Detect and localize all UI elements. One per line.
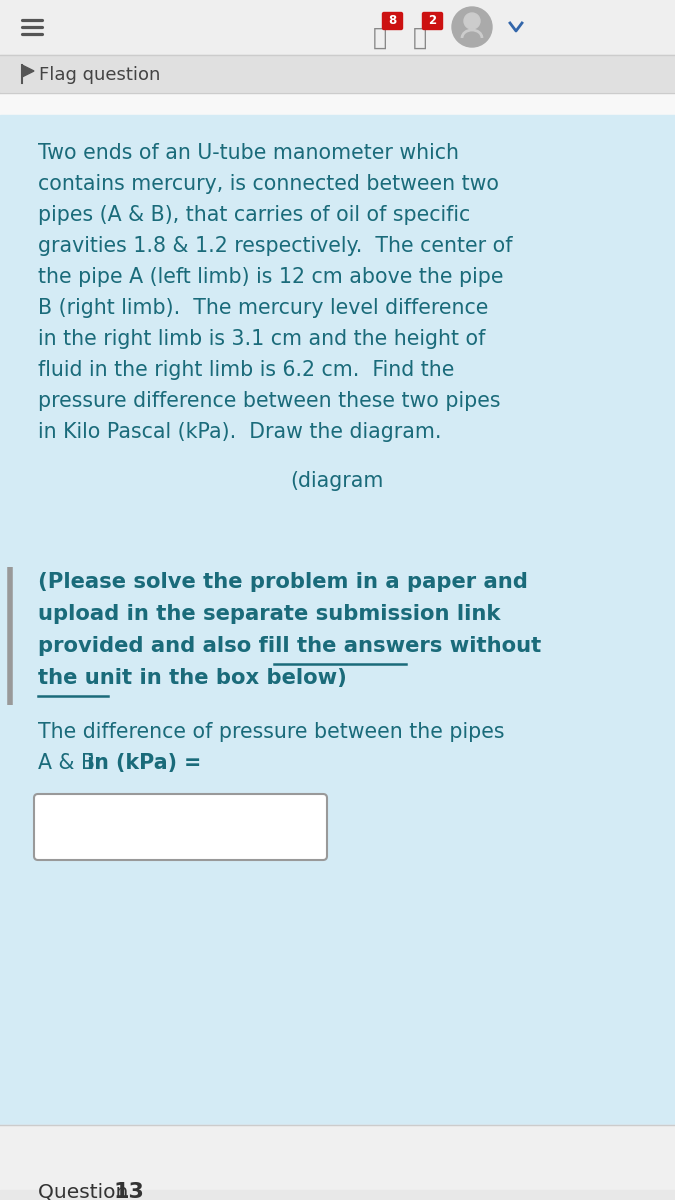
Text: A & B: A & B (38, 754, 95, 773)
Text: B (right limb).  The mercury level difference: B (right limb). The mercury level differ… (38, 298, 489, 318)
Text: fluid in the right limb is 6.2 cm.  Find the: fluid in the right limb is 6.2 cm. Find … (38, 360, 454, 380)
Text: in the right limb is 3.1 cm and the height of: in the right limb is 3.1 cm and the heig… (38, 329, 485, 349)
Text: provided and also fill the answers without: provided and also fill the answers witho… (38, 636, 541, 656)
FancyBboxPatch shape (423, 12, 443, 30)
Text: in (kPa) =: in (kPa) = (80, 754, 202, 773)
Bar (0, 55, 675, 92)
Bar (0, 1126, 675, 1200)
FancyBboxPatch shape (34, 794, 327, 860)
Text: 13: 13 (113, 1182, 144, 1200)
Bar (0, 115, 675, 1126)
Text: pressure difference between these two pipes: pressure difference between these two pi… (38, 391, 500, 410)
Bar (0, 0, 675, 55)
Text: (Please solve the problem in a paper and: (Please solve the problem in a paper and (38, 572, 528, 592)
Text: (diagram: (diagram (290, 470, 383, 491)
Text: in Kilo Pascal (kPa).  Draw the diagram.: in Kilo Pascal (kPa). Draw the diagram. (38, 422, 441, 442)
Text: contains mercury, is connected between two: contains mercury, is connected between t… (38, 174, 499, 194)
Text: The difference of pressure between the pipes: The difference of pressure between the p… (38, 722, 504, 742)
Text: the pipe A (left limb) is 12 cm above the pipe: the pipe A (left limb) is 12 cm above th… (38, 266, 504, 287)
Text: Two ends of an U-tube manometer which: Two ends of an U-tube manometer which (38, 143, 459, 163)
Circle shape (452, 7, 492, 47)
Bar (0, 92, 675, 115)
Circle shape (464, 13, 480, 29)
Text: gravities 1.8 & 1.2 respectively.  The center of: gravities 1.8 & 1.2 respectively. The ce… (38, 236, 512, 256)
Text: 2: 2 (429, 14, 437, 28)
Text: Question: Question (38, 1182, 135, 1200)
Text: 8: 8 (388, 14, 397, 28)
Text: pipes (A & B), that carries of oil of specific: pipes (A & B), that carries of oil of sp… (38, 205, 470, 226)
Text: 💬: 💬 (413, 26, 427, 50)
Polygon shape (22, 65, 34, 77)
FancyBboxPatch shape (383, 12, 402, 30)
Text: 🔔: 🔔 (373, 26, 387, 50)
Text: the unit in the box below): the unit in the box below) (38, 668, 347, 688)
Text: Flag question: Flag question (39, 66, 161, 84)
Text: upload in the separate submission link: upload in the separate submission link (38, 604, 500, 624)
Bar (0, 1190, 675, 1200)
